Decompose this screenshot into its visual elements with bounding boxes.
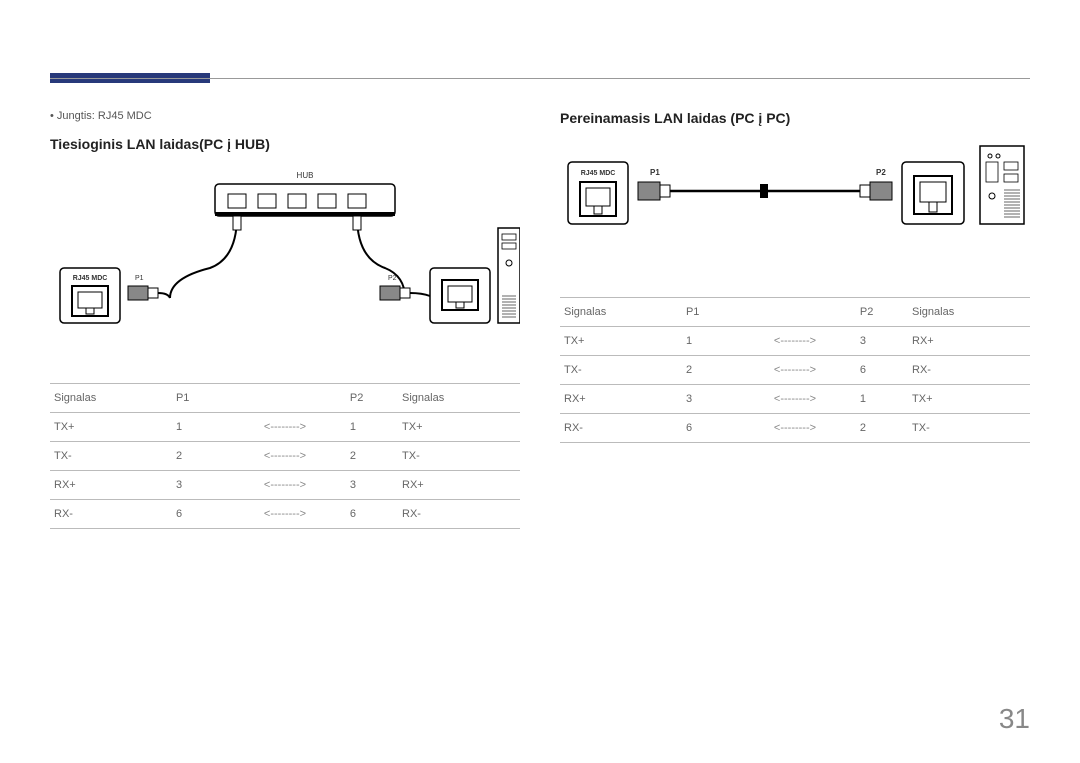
connector-bullet: Jungtis: RJ45 MDC: [50, 110, 520, 122]
table-row: RX+3<-------->3RX+: [50, 471, 520, 500]
right-heading: Pereinamasis LAN laidas (PC į PC): [560, 110, 1030, 126]
table-header-row: Signalas P1 P2 Signalas: [560, 298, 1030, 327]
table-row: TX+1<-------->1TX+: [50, 413, 520, 442]
svg-text:RJ45 MDC: RJ45 MDC: [73, 275, 108, 282]
table-row: TX+1<-------->3RX+: [560, 327, 1030, 356]
th: Signalas: [560, 298, 682, 327]
table-row: TX-2<-------->6RX-: [560, 356, 1030, 385]
th: P2: [856, 298, 908, 327]
left-column: Jungtis: RJ45 MDC Tiesioginis LAN laidas…: [50, 110, 520, 529]
table-header-row: Signalas P1 P2 Signalas: [50, 384, 520, 413]
th: [224, 384, 346, 413]
hub-diagram: HUB P2 P1 RJ45 MDC: [50, 168, 520, 358]
table-row: TX-2<-------->2TX-: [50, 442, 520, 471]
page-number: 31: [999, 703, 1030, 735]
header-rule: [50, 78, 1030, 79]
th: P1: [172, 384, 224, 413]
th: P2: [346, 384, 398, 413]
left-pinout-table: Signalas P1 P2 Signalas TX+1<-------->1T…: [50, 383, 520, 529]
th: Signalas: [398, 384, 520, 413]
right-column: Pereinamasis LAN laidas (PC į PC) RJ45 M…: [560, 110, 1030, 529]
left-heading: Tiesioginis LAN laidas(PC į HUB): [50, 136, 520, 152]
right-pinout-table: Signalas P1 P2 Signalas TX+1<-------->3R…: [560, 297, 1030, 443]
th: [734, 298, 856, 327]
svg-text:P2: P2: [876, 168, 886, 177]
table-row: RX-6<-------->6RX-: [50, 500, 520, 529]
table-row: RX-6<-------->2TX-: [560, 414, 1030, 443]
th: Signalas: [50, 384, 172, 413]
hub-label: HUB: [297, 171, 314, 180]
svg-text:P1: P1: [135, 275, 144, 282]
th: P1: [682, 298, 734, 327]
svg-text:P1: P1: [650, 168, 660, 177]
table-row: RX+3<-------->1TX+: [560, 385, 1030, 414]
th: Signalas: [908, 298, 1030, 327]
crossover-diagram: RJ45 MDC P1 P2: [560, 142, 1030, 272]
content-columns: Jungtis: RJ45 MDC Tiesioginis LAN laidas…: [50, 110, 1030, 529]
svg-text:RJ45 MDC: RJ45 MDC: [581, 170, 616, 177]
svg-text:P2: P2: [388, 275, 397, 282]
